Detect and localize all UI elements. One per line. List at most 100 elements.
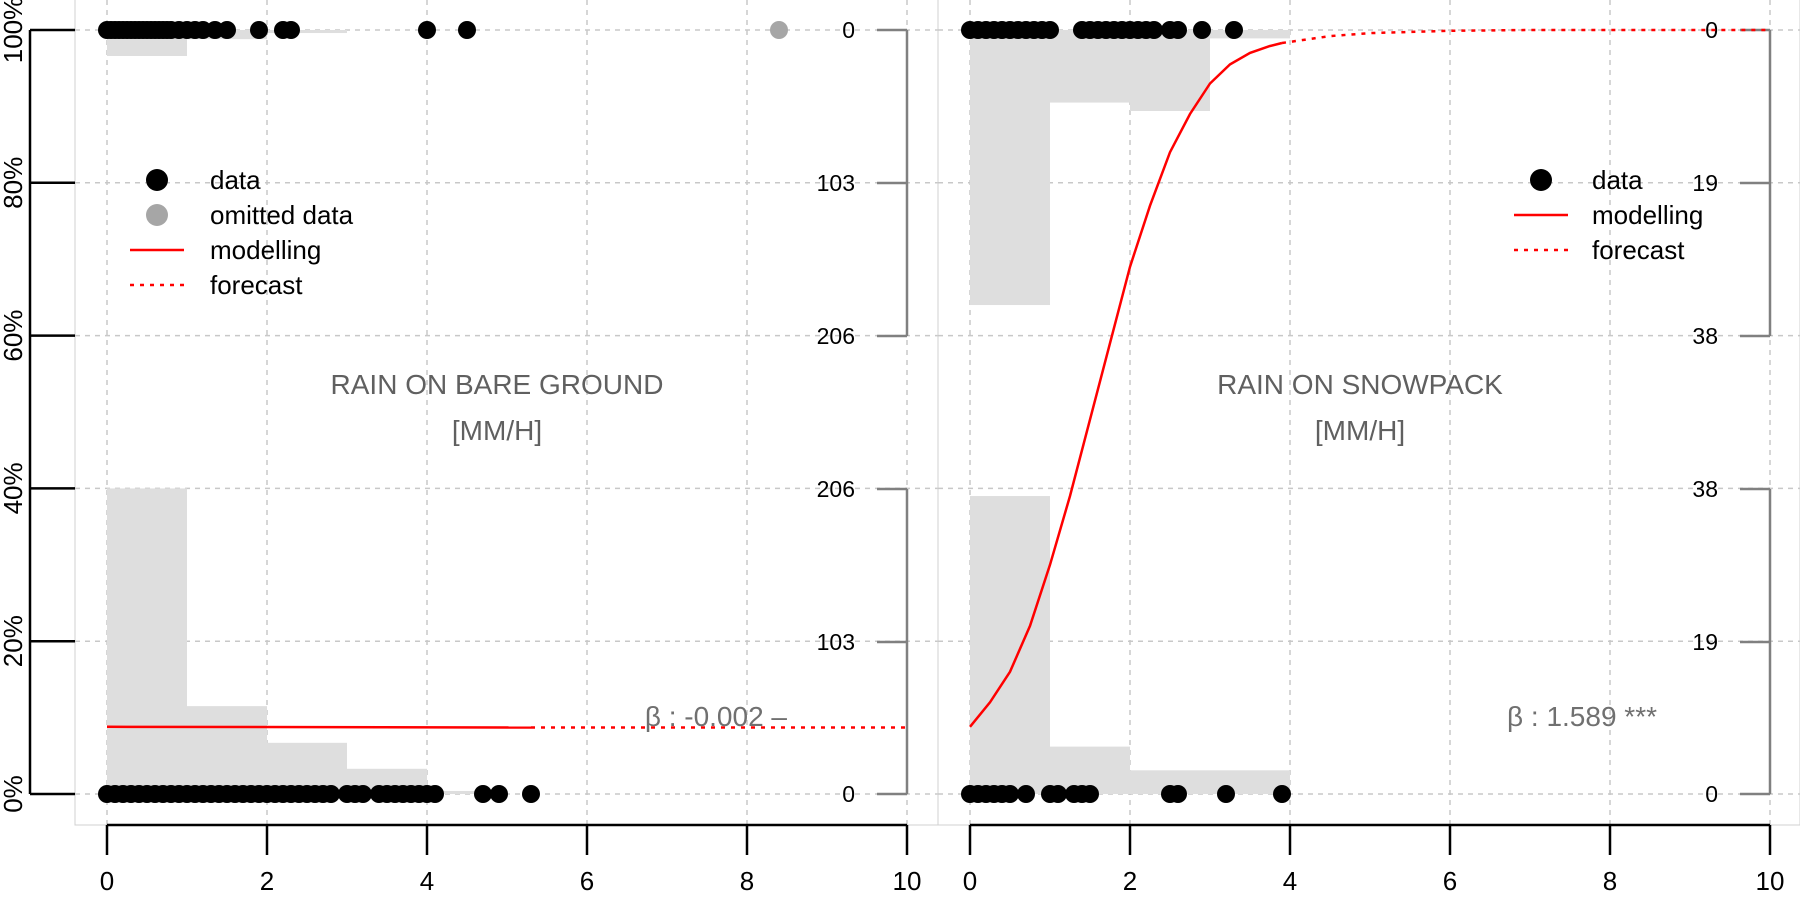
data-point bbox=[218, 21, 236, 39]
data-point bbox=[354, 785, 372, 803]
panel-title: RAIN ON BARE GROUND bbox=[331, 369, 664, 400]
right-tick-label: 38 bbox=[1692, 476, 1718, 502]
x-axis: 0 2 4 6 8 10 bbox=[963, 823, 1785, 896]
data-point bbox=[458, 21, 476, 39]
data-point bbox=[250, 21, 268, 39]
right-tick-label: 19 bbox=[1692, 170, 1718, 196]
model-curve bbox=[106, 725, 907, 729]
legend-label: data bbox=[210, 165, 261, 195]
hist-bar bbox=[427, 790, 507, 794]
y-tick-label: 40% bbox=[0, 462, 28, 514]
right-tick-label: 0 bbox=[842, 17, 855, 43]
data-point bbox=[490, 785, 508, 803]
panel-title: RAIN ON SNOWPACK bbox=[1217, 369, 1503, 400]
right-tick-label: 103 bbox=[817, 629, 855, 655]
legend-label: omitted data bbox=[210, 200, 354, 230]
hist-bar bbox=[970, 496, 1050, 794]
y-tick-label: 0% bbox=[0, 775, 28, 813]
hist-bar bbox=[1210, 30, 1290, 39]
right-tick-label: 206 bbox=[817, 476, 855, 502]
gridlines bbox=[75, 0, 938, 825]
legend: data omitted data modelling forecast bbox=[130, 165, 354, 300]
data-point bbox=[1273, 785, 1291, 803]
data-point bbox=[1081, 785, 1099, 803]
y-axis: 0% 20% 40% 60% 80% 100% bbox=[0, 0, 75, 813]
y-tick-label: 60% bbox=[0, 310, 28, 362]
hist-bar bbox=[970, 30, 1050, 306]
data-point bbox=[1041, 21, 1059, 39]
hist-bar bbox=[1130, 770, 1210, 794]
x-tick-label: 10 bbox=[1756, 866, 1785, 896]
data-point bbox=[522, 785, 540, 803]
beta-annotation: β : -0.002 – bbox=[645, 701, 788, 732]
panel-2: 0 19 38 0 19 38 0 2 4 6 8 10 RAIN ON SNOWPACK [MM/H] β… bbox=[937, 0, 1800, 896]
x-tick-label: 2 bbox=[1123, 866, 1137, 896]
data-point bbox=[418, 21, 436, 39]
axis-label-x: [MM/H] bbox=[452, 415, 542, 446]
x-tick-label: 6 bbox=[580, 866, 594, 896]
legend-dot bbox=[1530, 169, 1552, 191]
x-axis: 0 2 4 6 8 10 bbox=[100, 823, 922, 896]
x-tick-label: 8 bbox=[740, 866, 754, 896]
hist-bar bbox=[1050, 30, 1130, 103]
data-point bbox=[1217, 785, 1235, 803]
hist-bar bbox=[267, 30, 347, 34]
data-point bbox=[1169, 21, 1187, 39]
data-point bbox=[474, 785, 492, 803]
right-tick-label: 0 bbox=[842, 781, 855, 807]
legend-label: forecast bbox=[1592, 235, 1685, 265]
hist-bar bbox=[187, 706, 267, 794]
data-point bbox=[1193, 21, 1211, 39]
gridlines bbox=[938, 0, 1800, 825]
axis-label-x: [MM/H] bbox=[1315, 415, 1405, 446]
x-tick-label: 8 bbox=[1603, 866, 1617, 896]
data-point bbox=[1049, 785, 1067, 803]
x-tick-label: 10 bbox=[893, 866, 922, 896]
legend-dot bbox=[146, 204, 168, 226]
panel-1: 0 103 206 0 103 206 0% 20% 40% 60% 80% 100% 0 2 4 6 8 10 R… bbox=[0, 0, 939, 896]
data-point bbox=[1145, 21, 1163, 39]
plot-frame bbox=[937, 0, 1800, 826]
right-tick-label: 206 bbox=[817, 323, 855, 349]
data-points bbox=[98, 21, 788, 803]
legend-label: modelling bbox=[1592, 200, 1703, 230]
beta-annotation: β : 1.589 *** bbox=[1507, 701, 1657, 732]
legend-dot bbox=[146, 169, 168, 191]
x-tick-label: 0 bbox=[963, 866, 977, 896]
data-point bbox=[1017, 785, 1035, 803]
legend-label: data bbox=[1592, 165, 1643, 195]
right-tick-label: 103 bbox=[817, 170, 855, 196]
data-points bbox=[961, 21, 1291, 803]
x-tick-label: 4 bbox=[420, 866, 434, 896]
data-point bbox=[1169, 785, 1187, 803]
forecast-line bbox=[1281, 28, 1770, 45]
x-tick-label: 6 bbox=[1443, 866, 1457, 896]
modelling-line bbox=[969, 41, 1283, 728]
histogram-bottom bbox=[970, 496, 1290, 794]
data-point bbox=[322, 785, 340, 803]
right-tick-label: 19 bbox=[1692, 629, 1718, 655]
omitted-data-point bbox=[770, 21, 788, 39]
x-tick-label: 4 bbox=[1283, 866, 1297, 896]
x-tick-label: 0 bbox=[100, 866, 114, 896]
data-point bbox=[426, 785, 444, 803]
modelling-line bbox=[106, 725, 532, 729]
y-tick-label: 80% bbox=[0, 157, 28, 209]
right-tick-label: 0 bbox=[1705, 781, 1718, 807]
model-curve bbox=[969, 28, 1770, 728]
data-point bbox=[282, 21, 300, 39]
legend-label: modelling bbox=[210, 235, 321, 265]
y-tick-label: 20% bbox=[0, 615, 28, 667]
hist-bar bbox=[107, 488, 187, 794]
x-tick-label: 2 bbox=[260, 866, 274, 896]
legend: data modelling forecast bbox=[1514, 165, 1703, 265]
y-tick-label: 100% bbox=[0, 0, 28, 63]
right-axis: 0 103 206 0 103 206 bbox=[817, 17, 909, 807]
data-point bbox=[1001, 785, 1019, 803]
plot-frame bbox=[74, 0, 939, 826]
legend-label: forecast bbox=[210, 270, 303, 300]
histogram-top bbox=[970, 30, 1290, 306]
right-tick-label: 38 bbox=[1692, 323, 1718, 349]
